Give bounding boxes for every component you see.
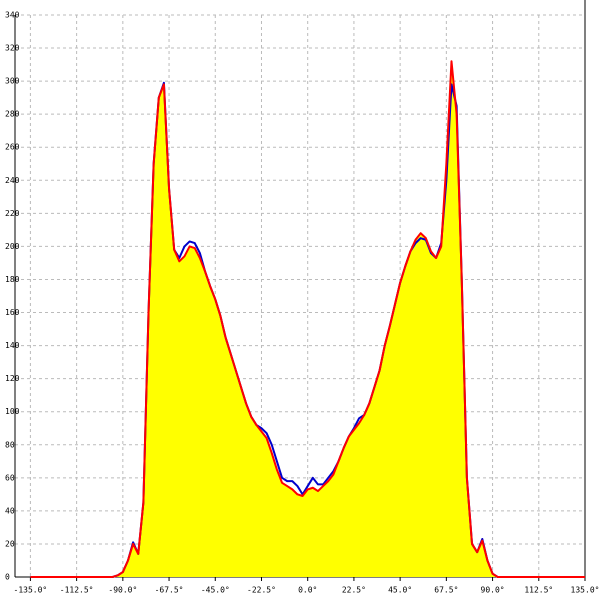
y-tick-label: 200 (5, 242, 20, 251)
y-tick-label: 20 (5, 539, 15, 548)
x-tick-label: -90.0° (108, 586, 137, 595)
y-tick-label: 340 (5, 11, 20, 20)
y-tick-label: 140 (5, 341, 20, 350)
x-tick-label: 45.0° (388, 586, 412, 595)
x-tick-label: -45.0° (201, 586, 230, 595)
y-tick-label: 180 (5, 275, 20, 284)
x-tick-label: 0.0° (298, 586, 317, 595)
y-tick-label: 260 (5, 143, 20, 152)
y-tick-label: 240 (5, 176, 20, 185)
y-tick-label: 120 (5, 374, 20, 383)
x-tick-label: -67.5° (155, 586, 184, 595)
series-line (30, 60, 585, 578)
y-tick-label: 300 (5, 77, 20, 86)
y-tick-label: 40 (5, 506, 15, 515)
x-tick-label: 22.5° (342, 586, 366, 595)
y-tick-label: 160 (5, 308, 20, 317)
x-tick-label: 135.0° (571, 586, 600, 595)
x-tick-label: 67.5° (434, 586, 458, 595)
area-fill (30, 61, 586, 578)
y-tick-label: 100 (5, 407, 20, 416)
x-tick-label: -112.5° (60, 586, 94, 595)
y-tick-label: 220 (5, 209, 20, 218)
x-tick-label: 112.5° (524, 586, 553, 595)
y-tick-label: 0 (5, 573, 10, 582)
y-tick-label: 80 (5, 440, 15, 449)
y-tick-label: 60 (5, 473, 15, 482)
y-tick-label: 280 (5, 110, 20, 119)
x-tick-label: 90.0° (481, 586, 505, 595)
y-tick-label: 320 (5, 44, 20, 53)
x-tick-label: -135.0° (14, 586, 48, 595)
x-tick-label: -22.5° (247, 586, 276, 595)
